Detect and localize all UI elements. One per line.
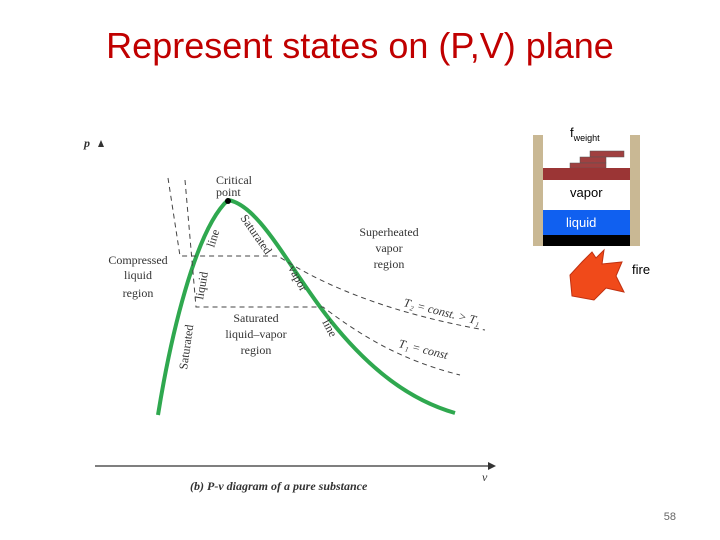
weight [589,150,625,158]
caption: (b) P-v diagram of a pure substance [190,479,368,493]
cylinder-wall [630,135,640,246]
weight [579,156,607,164]
isotherm-t2 [167,177,486,331]
v-label: v [482,470,488,484]
vapor-label: vapor [570,185,603,200]
cylinder-base [543,235,630,246]
critical-label: point [216,185,241,199]
slide-title: Represent states on (P,V) plane [106,25,614,66]
region-label: region [374,257,405,271]
page-number: 58 [664,511,676,523]
v-arrow [488,462,496,470]
force-subscript: weight [573,133,601,143]
piston-head [543,168,630,180]
line-label: vapor [285,263,310,294]
fire-label: fire [632,262,650,277]
weight [569,162,607,169]
saturation-dome [156,197,456,416]
isotherm-label: T₁ = const [397,336,450,362]
region-label: region [241,343,272,357]
fire-icon [569,248,625,301]
isotherm-label: T₂ = const. > T₁ [402,295,481,328]
line-label: line [204,227,223,248]
region-label: Saturated [233,311,278,325]
region-label: Compressed [108,253,167,267]
force: f [570,125,574,140]
line-label: line [319,317,340,339]
critical-point [225,198,231,204]
region-label: liquid [124,268,152,282]
liquid [543,210,630,235]
isotherm-t1 [184,179,461,376]
critical-label: Critical [216,173,253,187]
region-label: region [123,286,154,300]
p-arrow [98,140,104,147]
p-label: p [83,136,90,150]
region-label: Superheated [359,225,418,239]
liquid-label: liquid [566,215,596,230]
region-label: liquid–vapor [225,327,286,341]
cylinder-wall [533,135,543,246]
region-label: vapor [375,241,402,255]
line-label: Saturated [176,324,196,371]
line-label: liquid [192,270,211,300]
force-label: fweight [570,125,600,143]
